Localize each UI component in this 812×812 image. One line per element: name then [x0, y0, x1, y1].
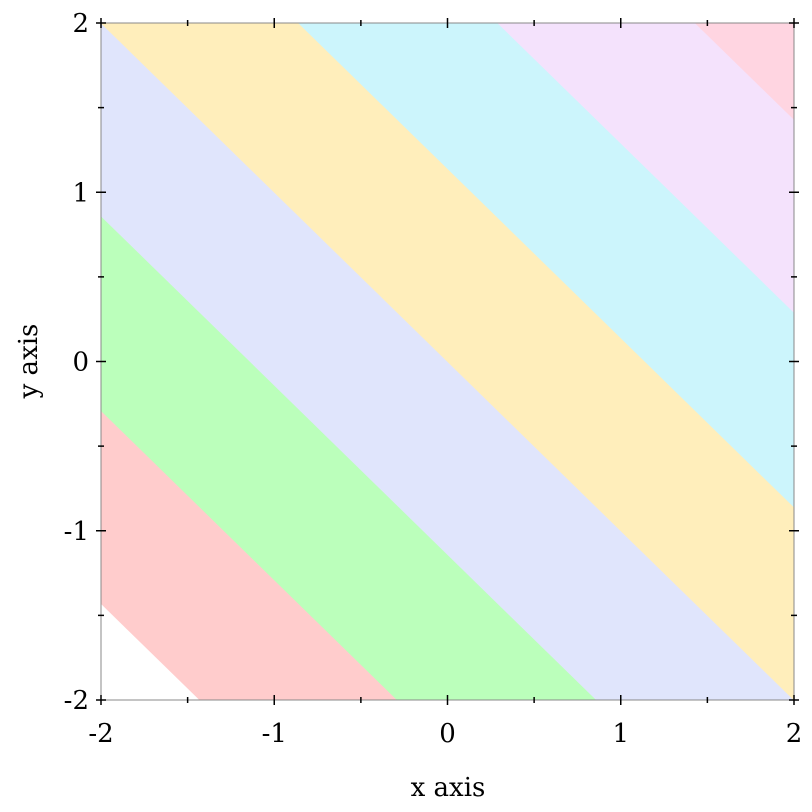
x-tick-label: 1 [612, 719, 629, 749]
x-axis-label: x axis [411, 773, 486, 803]
x-tick-label: 0 [439, 719, 456, 749]
y-tick-label: 1 [72, 178, 89, 208]
y-tick-label: -1 [64, 517, 89, 547]
x-tick-label: -1 [262, 719, 287, 749]
y-tick-label: -2 [64, 686, 89, 716]
x-tick-label: 2 [786, 719, 803, 749]
y-axis-label: y axis [14, 324, 44, 400]
axis-ticks [96, 18, 799, 705]
contour-bands [100, 22, 795, 701]
x-tick-labels: -2 -1 0 1 2 [88, 719, 802, 749]
y-tick-labels: -2 -1 0 1 2 [64, 9, 89, 716]
y-tick-label: 0 [72, 348, 89, 378]
x-tick-label: -2 [88, 719, 113, 749]
y-tick-label: 2 [72, 9, 89, 39]
